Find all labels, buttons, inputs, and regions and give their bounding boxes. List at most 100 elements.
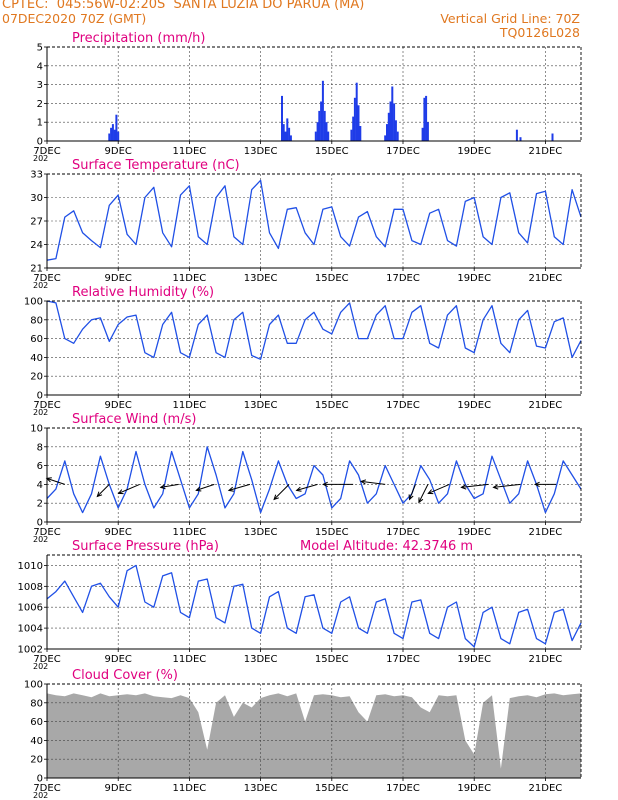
y-tick-label: 100: [24, 297, 43, 308]
x-tick-label: 15DEC: [315, 273, 349, 284]
x-year-label: 202: [33, 281, 48, 290]
y-tick-label: 21: [30, 264, 43, 275]
precip-bar: [318, 110, 321, 141]
precip-bar: [282, 124, 285, 141]
precip-bar: [352, 116, 355, 141]
precip-bar: [321, 80, 324, 141]
cloud-cover-area: [47, 693, 581, 778]
x-tick-label: 17DEC: [386, 783, 420, 794]
precip-bar: [316, 122, 319, 141]
y-tick-label: 60: [30, 334, 43, 345]
x-tick-label: 21DEC: [529, 273, 563, 284]
x-tick-label: 11DEC: [173, 273, 207, 284]
precip-bar: [551, 133, 554, 141]
panel-title: Surface Pressure (hPa): [72, 539, 219, 554]
x-tick-label: 21DEC: [529, 527, 563, 538]
precip-bar: [394, 120, 397, 141]
wind-arrow-head: [408, 494, 414, 501]
y-tick-label: 0: [37, 774, 43, 785]
y-tick-label: 10: [30, 424, 43, 435]
precip-bar: [389, 101, 392, 141]
precip-bar: [393, 103, 396, 141]
y-tick-label: 0: [37, 391, 43, 402]
precip-bar: [117, 131, 120, 141]
x-tick-label: 13DEC: [244, 783, 278, 794]
x-tick-label: 13DEC: [244, 527, 278, 538]
x-tick-label: 17DEC: [386, 273, 420, 284]
precip-bar: [325, 122, 328, 141]
wind-arrow-head: [460, 484, 467, 490]
precip-bar: [519, 137, 522, 141]
x-tick-label: 21DEC: [529, 654, 563, 665]
y-tick-label: 8: [37, 442, 43, 453]
y-tick-label: 0: [37, 137, 43, 148]
x-tick-label: 17DEC: [386, 654, 420, 665]
series-line: [46, 300, 582, 360]
y-tick-label: 1: [37, 118, 43, 129]
header-run-date: 07DEC2020 70Z (GMT): [2, 11, 147, 26]
precip-bar: [396, 131, 399, 141]
precip-bar: [425, 95, 428, 141]
wind-arrow-head: [418, 497, 424, 504]
wind-arrow-shaft: [296, 483, 318, 491]
x-tick-label: 9DEC: [105, 146, 132, 157]
x-tick-label: 15DEC: [315, 146, 349, 157]
y-tick-label: 20: [30, 755, 43, 766]
panel-title: Precipitation (mm/h): [72, 31, 205, 46]
x-year-label: 202: [33, 791, 48, 800]
precip-bar: [281, 95, 283, 141]
x-tick-label: 7DEC: [33, 783, 60, 794]
y-tick-label: 4: [37, 61, 43, 72]
precip-bar: [353, 97, 356, 141]
wind-arrow-head: [117, 489, 124, 495]
panel-title: Relative Humidity (%): [72, 285, 214, 300]
series-line: [46, 564, 582, 648]
panel-annotation: Model Altitude: 42.3746 m: [300, 539, 473, 554]
x-tick-label: 9DEC: [105, 783, 132, 794]
x-tick-label: 19DEC: [457, 783, 491, 794]
precip-bar: [421, 127, 424, 141]
y-tick-label: 20: [30, 372, 43, 383]
panel-title: Surface Temperature (nC): [72, 158, 240, 173]
y-tick-label: 27: [30, 217, 43, 228]
panel-title: Cloud Cover (%): [72, 668, 178, 683]
x-tick-label: 15DEC: [315, 527, 349, 538]
wind-arrow-head: [360, 479, 367, 485]
panel-2: 21 24 27 30 33 7DEC 9DEC 11DEC 13DEC 15DEC 17DEC 19…: [30, 158, 582, 290]
x-tick-label: 15DEC: [315, 400, 349, 411]
wind-arrow-head: [159, 484, 166, 490]
x-tick-label: 15DEC: [315, 783, 349, 794]
precip-bar: [350, 129, 353, 141]
precip-bar: [284, 131, 287, 141]
y-tick-label: 5: [37, 43, 43, 54]
y-tick-label: 100: [24, 680, 43, 691]
wind-arrow-shaft: [428, 483, 450, 494]
wind-arrow-shaft: [273, 484, 290, 500]
x-tick-label: 7DEC: [33, 527, 60, 538]
panel-3: 0 20 40 60 80 100 7DEC 9DEC 11DEC 13DEC 15DEC 17DEC…: [24, 285, 582, 417]
wind-arrow-head: [227, 486, 234, 492]
x-tick-label: 21DEC: [529, 400, 563, 411]
precip-bar: [327, 131, 330, 141]
y-tick-label: 40: [30, 736, 43, 747]
x-tick-label: 19DEC: [457, 400, 491, 411]
panel-5: 1002 1004 1006 1008 1010 7DEC 9DEC 11DEC 13DEC 15…: [18, 539, 582, 671]
x-tick-label: 19DEC: [457, 273, 491, 284]
x-tick-label: 17DEC: [386, 527, 420, 538]
y-tick-label: 6: [37, 461, 43, 472]
x-year-label: 202: [33, 154, 48, 163]
x-tick-label: 15DEC: [315, 654, 349, 665]
precip-bar: [355, 82, 358, 141]
precip-bar: [113, 129, 116, 141]
x-tick-label: 7DEC: [33, 273, 60, 284]
x-year-label: 202: [33, 662, 48, 671]
x-tick-label: 7DEC: [33, 400, 60, 411]
wind-arrow-head: [273, 494, 279, 501]
y-tick-label: 0: [37, 518, 43, 529]
wind-arrow-shaft: [46, 477, 65, 485]
x-tick-label: 13DEC: [244, 273, 278, 284]
precip-bar: [286, 118, 289, 141]
y-tick-label: 1008: [18, 582, 43, 593]
series-line: [46, 446, 582, 514]
wind-arrow-head: [96, 491, 103, 498]
